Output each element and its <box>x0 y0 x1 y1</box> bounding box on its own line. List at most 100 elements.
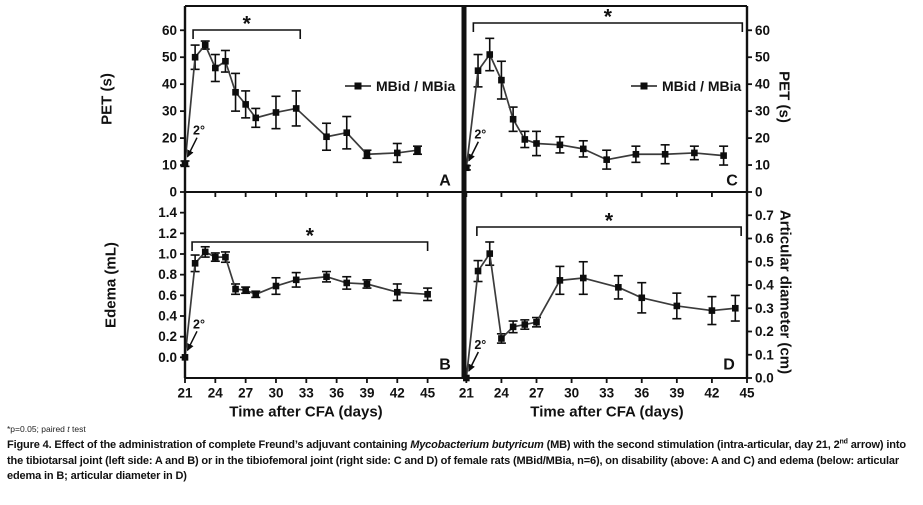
data-point-marker <box>222 57 229 65</box>
caption-seg3: arrow) into the tibiotarsal joint (left … <box>7 439 906 483</box>
series-mbid-mbia <box>180 40 422 168</box>
data-point-marker <box>474 67 482 74</box>
data-point-marker <box>509 323 517 331</box>
data-point-marker <box>486 51 494 58</box>
y-axis-title-A: PET (s) <box>99 73 116 125</box>
svg-text:1.2: 1.2 <box>158 226 177 241</box>
panel-letter-A: A <box>439 173 451 190</box>
data-point-marker <box>708 307 716 314</box>
data-point-marker <box>191 260 199 267</box>
panel-A: 0 10 20 30 40 50 60 * 2° MBid / MBia A PET (s) <box>99 13 456 200</box>
svg-text:0.2: 0.2 <box>158 329 177 344</box>
data-point-marker <box>222 253 229 261</box>
data-point-marker <box>556 141 564 149</box>
svg-text:0.8: 0.8 <box>158 267 177 282</box>
svg-text:27: 27 <box>529 386 544 401</box>
svg-text:30: 30 <box>268 386 283 401</box>
data-point-marker <box>533 140 540 147</box>
second-stimulation-arrow <box>468 141 480 162</box>
data-point-marker <box>252 291 260 298</box>
y-axis-title-C: PET (s) <box>776 71 793 123</box>
svg-text:0.6: 0.6 <box>755 231 774 246</box>
series-mbid-mbia <box>463 241 740 382</box>
svg-text:0.2: 0.2 <box>755 324 774 339</box>
data-point-marker <box>393 149 401 157</box>
svg-text:39: 39 <box>359 386 374 401</box>
second-stimulation-label: 2° <box>474 338 486 352</box>
data-point-marker <box>242 101 249 108</box>
data-point-marker <box>212 64 219 72</box>
data-point-marker <box>498 335 505 342</box>
figure-4-panel-grid: 0 10 20 30 40 50 60 * 2° MBid / MBia A PET (s) 0.0 0.… <box>99 5 794 421</box>
second-stimulation-label: 2° <box>193 124 205 138</box>
data-point-marker <box>673 302 681 310</box>
y-axis-title-D: Articular diameter (cm) <box>777 210 794 374</box>
data-point-marker <box>232 88 239 96</box>
legend-label: MBid / MBia <box>662 78 742 94</box>
data-point-marker <box>661 150 669 158</box>
panel-D: 0.0 0.1 0.2 0.3 0.4 0.5 0.6 0.7 21 24 27 30 33 36 39 42… <box>459 208 794 421</box>
second-stimulation-arrow <box>186 137 198 158</box>
svg-text:21: 21 <box>177 386 193 401</box>
legend-marker-square <box>354 82 362 90</box>
data-point-marker <box>521 321 529 328</box>
data-point-marker <box>292 276 300 284</box>
svg-text:0.5: 0.5 <box>755 254 774 269</box>
svg-text:0.1: 0.1 <box>755 347 774 362</box>
svg-text:36: 36 <box>329 386 345 401</box>
svg-text:0.4: 0.4 <box>158 309 177 324</box>
svg-text:42: 42 <box>704 386 719 401</box>
svg-text:33: 33 <box>599 386 615 401</box>
data-point-marker <box>556 277 564 284</box>
data-point-marker <box>498 76 505 84</box>
second-stimulation-arrow <box>468 351 480 372</box>
sig-asterisk-B: * <box>306 225 315 248</box>
y-axis-title-B: Edema (mL) <box>103 242 120 328</box>
figure-caption: Figure 4. Effect of the administration o… <box>7 438 917 485</box>
second-stimulation-arrow <box>186 330 198 352</box>
data-point-marker <box>424 291 431 298</box>
data-point-marker <box>242 286 249 294</box>
svg-text:45: 45 <box>739 386 755 401</box>
sig-asterisk-C: * <box>604 6 613 29</box>
panel-letter-C: C <box>726 173 738 190</box>
sig-bracket-C <box>472 22 744 32</box>
svg-text:0.0: 0.0 <box>158 350 177 365</box>
data-point-marker <box>343 129 351 136</box>
svg-text:1.0: 1.0 <box>158 247 177 262</box>
svg-text:10: 10 <box>755 158 770 173</box>
data-point-marker <box>486 250 494 257</box>
x-axis-title-B: Time after CFA (days) <box>229 404 382 421</box>
svg-text:40: 40 <box>755 77 770 92</box>
svg-text:0.3: 0.3 <box>755 301 774 316</box>
svg-text:1.4: 1.4 <box>158 205 177 220</box>
data-point-marker <box>343 279 351 287</box>
svg-text:20: 20 <box>162 131 177 146</box>
data-point-marker <box>201 248 209 256</box>
svg-text:33: 33 <box>299 386 315 401</box>
second-stimulation-label: 2° <box>474 128 486 142</box>
data-point-marker <box>272 109 280 116</box>
footnote-text: *p=0.05; paired <box>7 424 68 434</box>
svg-text:24: 24 <box>494 386 510 401</box>
data-point-marker <box>603 156 610 163</box>
data-point-marker <box>638 294 646 302</box>
series-mbid-mbia <box>461 37 729 172</box>
svg-text:60: 60 <box>162 23 177 38</box>
sig-asterisk-A: * <box>243 13 252 36</box>
data-point-marker <box>323 273 330 281</box>
data-point-marker <box>212 253 219 261</box>
data-point-marker <box>474 267 482 275</box>
data-point-marker <box>363 280 371 288</box>
panel-letter-D: D <box>723 357 735 374</box>
svg-text:0.0: 0.0 <box>755 371 774 386</box>
panel-letter-B: B <box>439 357 451 374</box>
svg-text:39: 39 <box>669 386 684 401</box>
panel-divider <box>461 6 467 378</box>
data-point-marker <box>323 133 330 141</box>
legend-label: MBid / MBia <box>376 78 456 94</box>
data-point-marker <box>509 115 517 123</box>
sig-asterisk-D: * <box>605 210 614 233</box>
svg-text:42: 42 <box>390 386 405 401</box>
